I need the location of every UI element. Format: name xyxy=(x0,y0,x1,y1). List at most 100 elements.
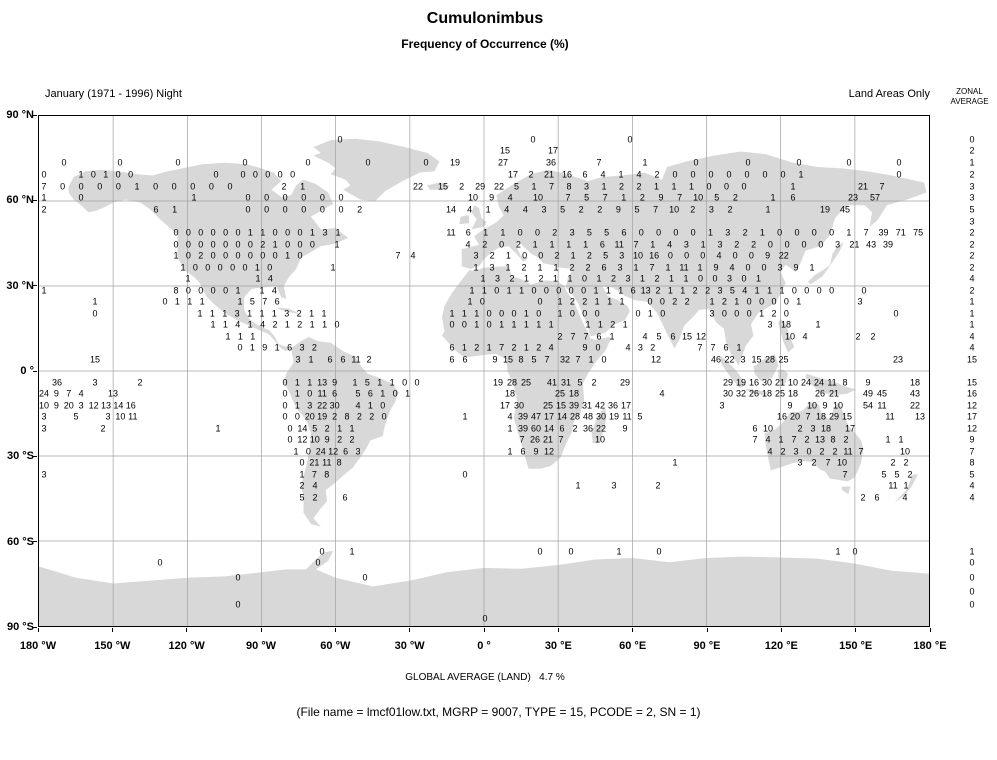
grid-value: 6 xyxy=(462,354,468,365)
grid-value: 11 xyxy=(322,457,332,468)
grid-value: 0 xyxy=(537,296,543,307)
world-map-svg xyxy=(39,116,929,626)
grid-value: 1 xyxy=(237,296,243,307)
grid-value: 5 xyxy=(584,192,590,203)
grid-value: 0 xyxy=(297,250,303,261)
grid-value: 2 xyxy=(572,423,578,434)
grid-value: 0 xyxy=(896,169,902,180)
grid-value: 31 xyxy=(560,377,572,388)
grid-value: 0 xyxy=(319,204,325,215)
grid-value: 0 xyxy=(746,308,752,319)
grid-value: 9 xyxy=(658,192,664,203)
grid-value: 1 xyxy=(597,319,603,330)
grid-value: 0 xyxy=(656,546,662,557)
continent-north-america xyxy=(68,162,349,352)
grid-value: 1 xyxy=(707,227,714,238)
grid-value: 31 xyxy=(581,400,593,411)
grid-value: 46 xyxy=(710,354,722,365)
grid-value: 1 xyxy=(605,285,611,296)
x-axis-tick xyxy=(706,628,708,632)
grid-value: 0 xyxy=(319,192,325,203)
grid-value: 2 xyxy=(552,227,558,238)
grid-value: 3 xyxy=(494,273,501,284)
grid-value: 1 xyxy=(41,192,47,203)
grid-value: 1 xyxy=(596,273,602,284)
grid-value: 5 xyxy=(577,377,583,388)
grid-value: 1 xyxy=(566,239,572,250)
grid-value: 22 xyxy=(724,354,735,365)
grid-value: 4 xyxy=(312,480,318,491)
x-axis-tick xyxy=(260,628,262,632)
grid-value: 10 xyxy=(467,192,479,203)
grid-value: 9 xyxy=(492,354,498,365)
grid-value: 0 xyxy=(235,572,241,583)
grid-value: 2 xyxy=(296,308,302,319)
grid-value: 0 xyxy=(811,227,817,238)
zonal-average-value: 8 xyxy=(969,457,975,468)
grid-value: 2 xyxy=(260,239,266,250)
grid-value: 0 xyxy=(309,239,315,250)
grid-value: 57 xyxy=(869,192,881,203)
grid-value: 11 xyxy=(128,411,138,422)
grid-value: 3 xyxy=(617,262,623,273)
grid-value: 3 xyxy=(355,446,361,457)
grid-value: 24 xyxy=(38,388,50,399)
grid-value: 1 xyxy=(665,262,671,273)
grid-value: 6 xyxy=(367,388,373,399)
grid-value: 3 xyxy=(625,273,631,284)
grid-value: 0 xyxy=(791,285,797,296)
zonal-average-value: 1 xyxy=(969,308,975,319)
grid-value: 2 xyxy=(528,169,534,180)
grid-value: 4 xyxy=(522,204,528,215)
grid-value: 2 xyxy=(890,457,896,468)
grid-value: 1 xyxy=(759,308,765,319)
grid-value: 30 xyxy=(761,377,773,388)
grid-value: 1 xyxy=(601,181,607,192)
grid-value: 3 xyxy=(835,239,841,250)
grid-value: 1 xyxy=(285,250,291,261)
grid-value: 32 xyxy=(735,388,747,399)
grid-value: 17 xyxy=(620,400,632,411)
x-axis-tick xyxy=(186,628,188,632)
grid-value: 0 xyxy=(748,250,754,261)
grid-value: 0 xyxy=(818,239,824,250)
grid-value: 1 xyxy=(835,546,841,557)
grid-value: 6 xyxy=(723,342,729,353)
grid-value: 24 xyxy=(813,377,825,388)
grid-value: 7 xyxy=(825,457,831,468)
grid-value: 0 xyxy=(272,250,278,261)
grid-value: 1 xyxy=(259,285,265,296)
x-axis-label: 120 °W xyxy=(168,640,205,652)
continent-cuba xyxy=(276,307,302,315)
grid-value: 2 xyxy=(797,423,803,434)
grid-value: 0 xyxy=(537,546,543,557)
grid-value: 0 xyxy=(741,181,747,192)
grid-value: 1 xyxy=(567,273,573,284)
grid-value: 7 xyxy=(602,192,608,203)
grid-value: 7 xyxy=(519,434,525,445)
grid-value: 4 xyxy=(355,400,361,411)
grid-value: 0 xyxy=(741,273,747,284)
grid-value: 3 xyxy=(41,423,47,434)
grid-value: 15 xyxy=(681,331,693,342)
grid-value: 10 xyxy=(38,400,50,411)
grid-value: 0 xyxy=(230,262,236,273)
grid-value: 15 xyxy=(502,354,514,365)
grid-value: 10 xyxy=(693,192,704,203)
grid-value: 0 xyxy=(227,181,233,192)
grid-value: 4 xyxy=(659,388,665,399)
grid-value: 0 xyxy=(277,169,283,180)
grid-value: 13 xyxy=(640,285,651,296)
grid-value: 3 xyxy=(767,319,773,330)
grid-value: 7 xyxy=(752,434,758,445)
grid-value: 2 xyxy=(672,296,678,307)
grid-value: 1 xyxy=(616,546,622,557)
grid-value: 1 xyxy=(671,181,677,192)
grid-value: 0 xyxy=(846,157,852,168)
continent-south-america xyxy=(283,337,399,527)
x-axis-tick xyxy=(632,628,634,632)
grid-value: 10 xyxy=(784,331,796,342)
grid-value: 0 xyxy=(659,296,665,307)
grid-value: 1 xyxy=(247,227,253,238)
grid-value: 8 xyxy=(566,181,572,192)
